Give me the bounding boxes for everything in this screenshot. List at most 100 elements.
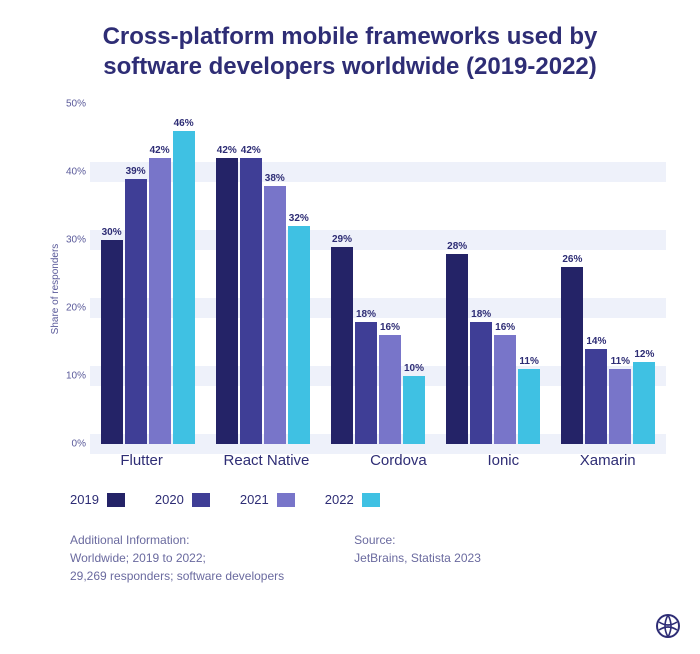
bar: 14% [585,336,607,444]
legend-swatch [277,493,295,507]
y-tick-label: 40% [58,167,86,178]
bar-rect [446,254,468,444]
legend-swatch [192,493,210,507]
source-info: Source: JetBrains, Statista 2023 [354,531,481,585]
legend: 2019 2020 2021 2022 [70,492,700,507]
bar: 16% [494,322,516,444]
bar: 32% [288,213,310,444]
bar-rect [379,335,401,444]
bar: 30% [101,227,123,444]
bar: 39% [125,166,147,444]
y-tick-label: 50% [58,99,86,110]
bar-value-label: 42% [217,145,237,156]
legend-item: 2020 [155,492,210,507]
bar-rect [494,335,516,444]
legend-item: 2021 [240,492,295,507]
bar: 12% [633,349,655,444]
bar-value-label: 28% [447,241,467,252]
bar-rect [355,322,377,444]
bar-group: 28% 18% 16% 11% [446,241,540,444]
bar-value-label: 26% [562,254,582,265]
info-line: Worldwide; 2019 to 2022; [70,549,284,567]
bar-value-label: 14% [586,336,606,347]
bar-group: 42% 42% 38% 32% [216,145,310,444]
bar-value-label: 18% [471,309,491,320]
legend-swatch [107,493,125,507]
bar: 26% [561,254,583,444]
legend-label: 2022 [325,492,354,507]
bar-group: 26% 14% 11% 12% [561,254,655,444]
source-heading: Source: [354,531,481,549]
bar: 11% [518,356,540,444]
bar-value-label: 12% [634,349,654,360]
legend-label: 2019 [70,492,99,507]
source-line: JetBrains, Statista 2023 [354,549,481,567]
bar-value-label: 18% [356,309,376,320]
bar: 28% [446,241,468,444]
bar-value-label: 42% [150,145,170,156]
y-tick-label: 0% [58,439,86,450]
bar-value-label: 11% [519,356,538,367]
bar: 11% [609,356,631,444]
bar: 29% [331,234,353,444]
legend-label: 2020 [155,492,184,507]
bar-rect [633,362,655,444]
info-heading: Additional Information: [70,531,284,549]
legend-item: 2019 [70,492,125,507]
y-tick-label: 30% [58,235,86,246]
bar-rect [331,247,353,444]
bar-rect [149,158,171,444]
x-category-label: Flutter [120,452,163,469]
plot-area: 30%39%42%46%42%42%38%32%29%18%16%10%28%1… [90,104,666,444]
chart-title: Cross-platform mobile frameworks used by… [0,0,700,92]
bar-rect [470,322,492,444]
info-line: 29,269 responders; software developers [70,567,284,585]
bar-rect [585,349,607,444]
bar-value-label: 42% [241,145,261,156]
additional-info: Additional Information: Worldwide; 2019 … [70,531,284,585]
bar-value-label: 16% [495,322,515,333]
bar: 42% [216,145,238,444]
legend-item: 2022 [325,492,380,507]
bar-rect [216,158,238,444]
bar-value-label: 10% [404,363,424,374]
bar-rect [173,131,195,444]
legend-swatch [362,493,380,507]
x-axis-labels: Flutter React Native Cordova Ionic Xamarin [90,446,666,474]
bar-rect [240,158,262,444]
bar-rect [101,240,123,444]
x-category-label: Ionic [487,452,519,469]
bar-rect [609,369,631,444]
chart-area: Share of responders 30%39%42%46%42%42%38… [60,104,666,474]
bar: 16% [379,322,401,444]
bar: 10% [403,363,425,444]
bar-rect [403,376,425,444]
x-category-label: React Native [224,452,310,469]
y-axis-label: Share of responders [50,244,61,335]
bar: 18% [470,309,492,444]
y-tick-label: 20% [58,303,86,314]
bar-value-label: 11% [611,356,630,367]
bar-value-label: 39% [126,166,146,177]
bar-value-label: 46% [174,118,194,129]
bar-value-label: 16% [380,322,400,333]
x-category-label: Xamarin [580,452,636,469]
bar-rect [288,226,310,444]
bar-rect [264,186,286,444]
bar: 18% [355,309,377,444]
bar-rect [125,179,147,444]
x-category-label: Cordova [370,452,427,469]
bar-group: 30% 39% 42% 46% [101,118,195,444]
bar-rect [518,369,540,444]
bar-value-label: 32% [289,213,309,224]
bar-value-label: 38% [265,173,285,184]
bar-group: 29%18% 16% 10% [331,234,425,444]
bar: 38% [264,173,286,444]
brand-logo-icon [654,612,682,640]
bar: 46% [173,118,195,444]
bar: 42% [149,145,171,444]
bar-groups: 30%39%42%46%42%42%38%32%29%18%16%10%28%1… [90,104,666,444]
bar: 42% [240,145,262,444]
legend-label: 2021 [240,492,269,507]
bar-rect [561,267,583,444]
